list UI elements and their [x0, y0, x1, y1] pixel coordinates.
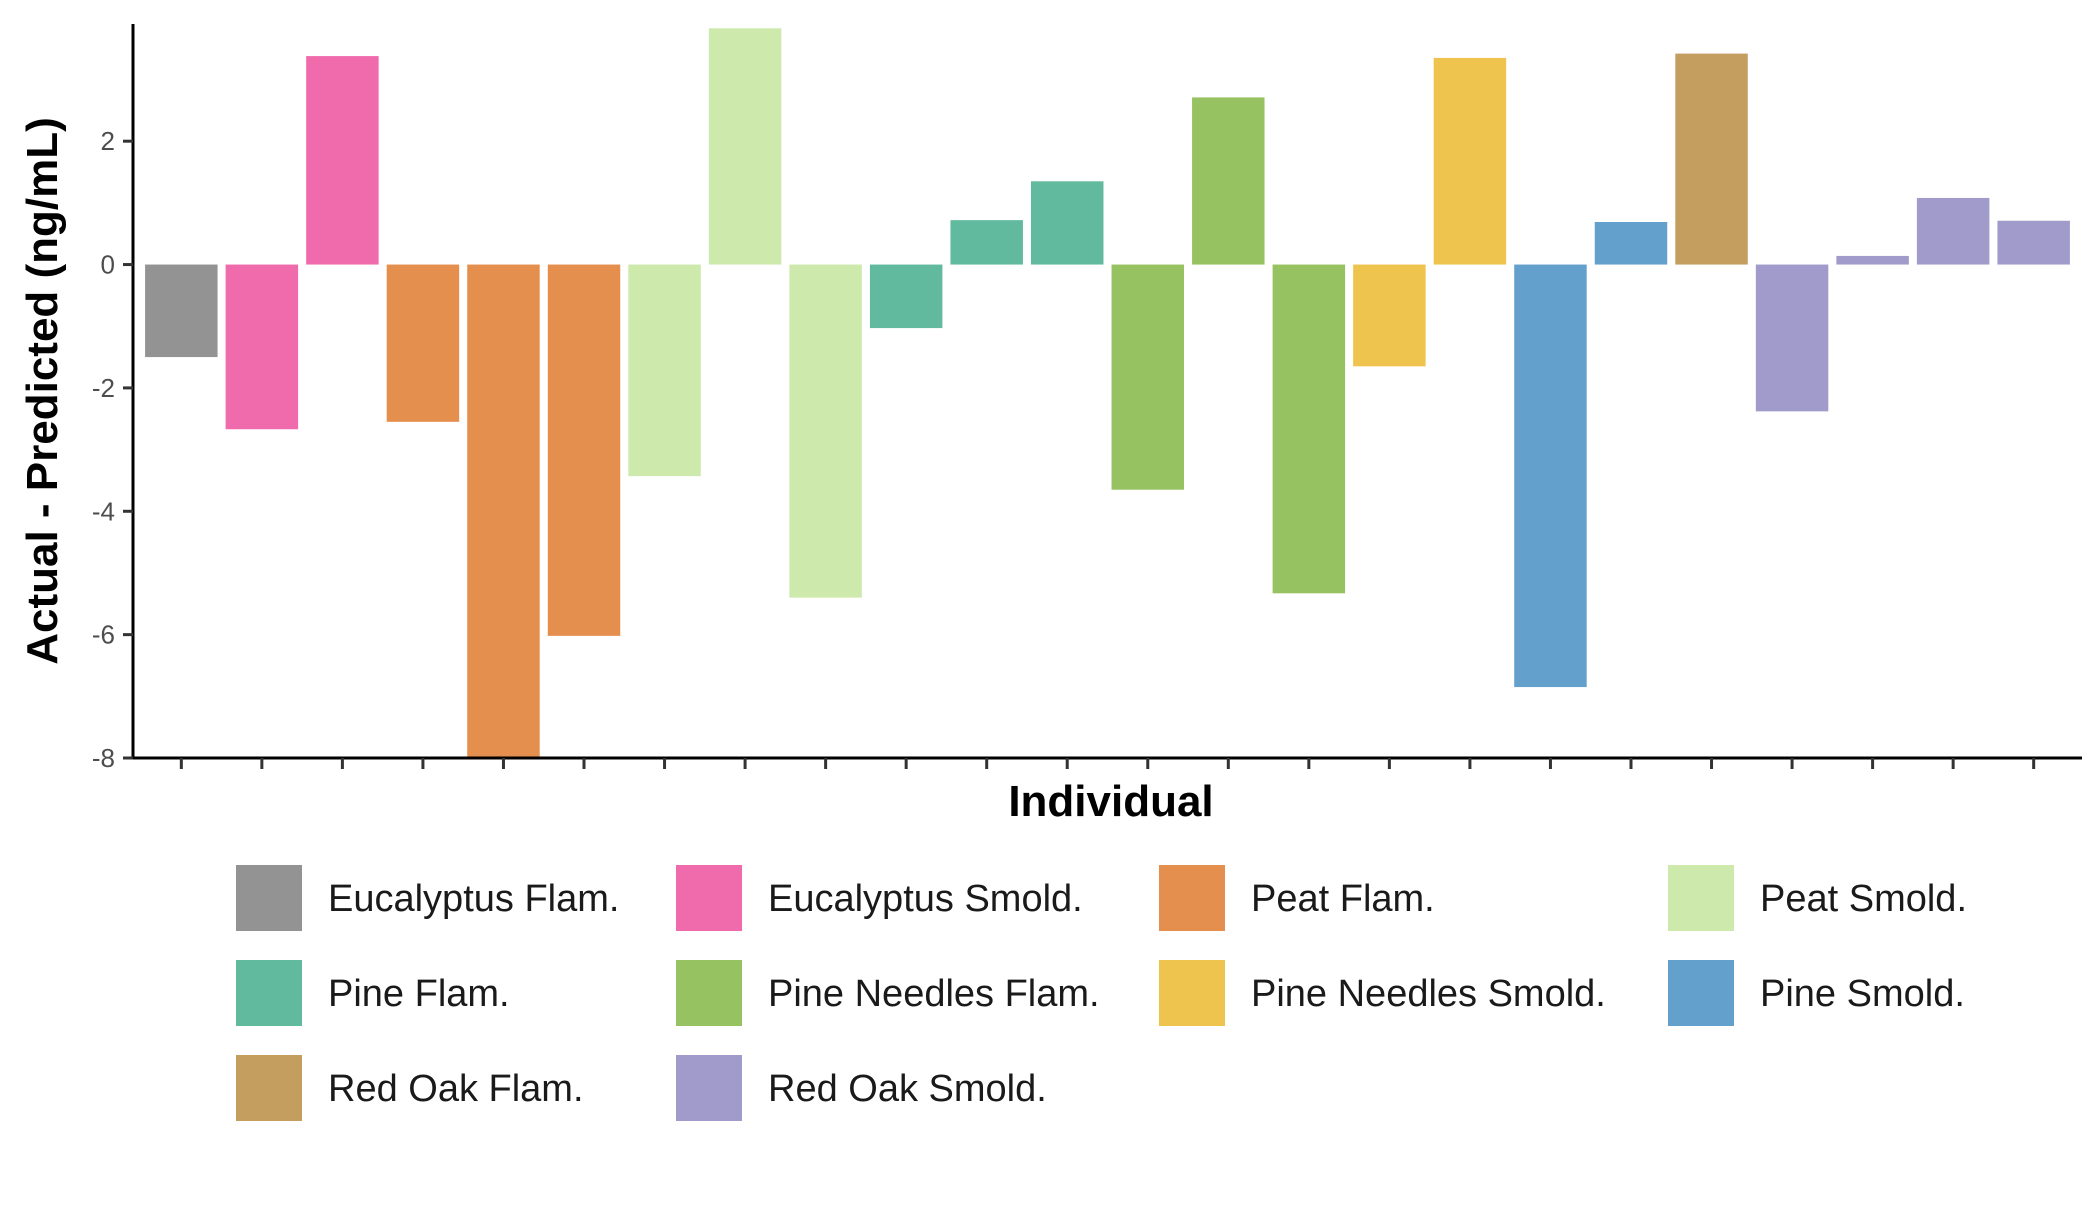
bar-9: [789, 264, 862, 598]
bar-8: [708, 28, 782, 265]
legend-swatch: [236, 960, 302, 1026]
legend-label: Pine Smold.: [1760, 973, 1965, 1015]
bar-1: [145, 264, 218, 358]
legend-label: Red Oak Flam.: [328, 1068, 584, 1110]
legend-swatch: [1668, 865, 1734, 931]
legend-item: Pine Needles Smold.: [1159, 960, 1606, 1026]
legend-label: Eucalyptus Smold.: [768, 878, 1083, 920]
bar-6: [547, 264, 621, 636]
bar-22: [1836, 255, 1909, 265]
bar-15: [1272, 264, 1346, 594]
bar-16: [1353, 264, 1426, 367]
legend-swatch: [676, 865, 742, 931]
legend-swatch: [676, 960, 742, 1026]
legend-swatch: [1159, 865, 1225, 931]
legend-swatch: [676, 1055, 742, 1121]
legend-item: Pine Needles Flam.: [676, 960, 1100, 1026]
y-tick-label: -4: [92, 496, 115, 526]
bar-12: [1030, 181, 1104, 265]
legend-swatch: [1159, 960, 1225, 1026]
legend-label: Eucalyptus Flam.: [328, 878, 619, 920]
bar-4: [386, 264, 460, 422]
bar-3: [306, 56, 379, 265]
legend-item: Pine Smold.: [1668, 960, 1965, 1026]
legend-swatch: [1668, 960, 1734, 1026]
legend-label: Red Oak Smold.: [768, 1068, 1047, 1110]
bar-21: [1755, 264, 1829, 412]
bar-2: [225, 264, 299, 430]
legend-item: Peat Smold.: [1668, 865, 1967, 931]
bar-13: [1111, 264, 1185, 490]
legend-item: Pine Flam.: [236, 960, 510, 1026]
bar-18: [1514, 264, 1587, 688]
legend-item: Peat Flam.: [1159, 865, 1435, 931]
bar-7: [628, 264, 701, 477]
legend-label: Pine Needles Smold.: [1251, 973, 1606, 1015]
legend: Eucalyptus Flam. Eucalyptus Smold. Peat Fl…: [236, 865, 1967, 1121]
legend-label: Peat Smold.: [1760, 878, 1967, 920]
bar-19: [1594, 221, 1668, 265]
legend-item: Red Oak Smold.: [676, 1055, 1047, 1121]
legend-label: Pine Flam.: [328, 973, 510, 1015]
bar-17: [1433, 57, 1507, 265]
y-tick-label: 0: [101, 250, 115, 280]
y-axis-title: Actual - Predicted (ng/mL): [18, 117, 67, 665]
legend-item: Red Oak Flam.: [236, 1055, 584, 1121]
x-axis-title: Individual: [1008, 777, 1213, 826]
y-ticks: 2 0 -2 -4 -6 -8: [92, 126, 133, 773]
bar-10: [869, 264, 943, 329]
bar-5: [467, 264, 540, 758]
y-tick-label: -6: [92, 620, 115, 650]
legend-swatch: [236, 865, 302, 931]
bar-24: [1997, 220, 2070, 265]
bar-20: [1675, 53, 1748, 265]
bar-11: [950, 220, 1023, 265]
bars-layer: [145, 28, 2070, 758]
legend-swatch: [236, 1055, 302, 1121]
legend-label: Peat Flam.: [1251, 878, 1435, 920]
x-ticks: [179, 758, 2036, 769]
bar-14: [1192, 97, 1265, 265]
y-tick-label: -2: [92, 373, 115, 403]
legend-item: Eucalyptus Flam.: [236, 865, 619, 931]
legend-label: Pine Needles Flam.: [768, 973, 1100, 1015]
y-tick-label: 2: [101, 126, 115, 156]
bar-23: [1916, 197, 1990, 265]
legend-item: Eucalyptus Smold.: [676, 865, 1083, 931]
y-tick-label: -8: [92, 743, 115, 773]
